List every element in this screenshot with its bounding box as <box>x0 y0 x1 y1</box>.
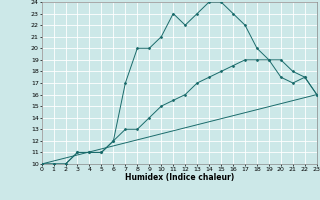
X-axis label: Humidex (Indice chaleur): Humidex (Indice chaleur) <box>124 173 234 182</box>
